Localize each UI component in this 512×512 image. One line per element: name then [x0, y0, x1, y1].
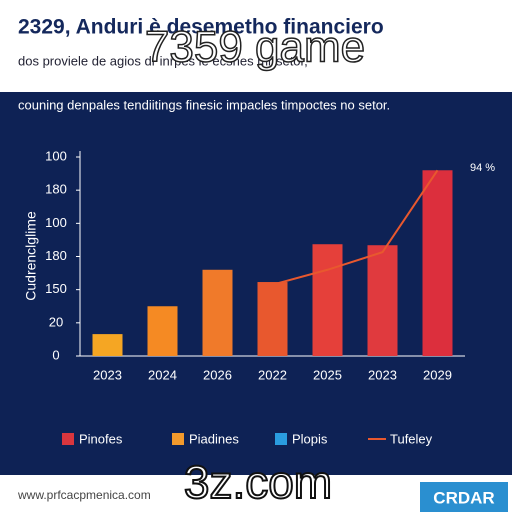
legend-label: Tufeley	[390, 431, 433, 446]
x-tick-label: 2022	[258, 367, 287, 382]
annotation: 94 %	[470, 162, 495, 174]
bar	[367, 245, 398, 356]
bar	[422, 170, 453, 356]
bar	[147, 306, 178, 356]
y-tick-label: 150	[45, 281, 67, 296]
x-tick-label: 2024	[148, 367, 177, 382]
y-tick-label: 20	[49, 314, 63, 329]
line	[272, 169, 439, 286]
bar	[92, 334, 123, 356]
x-tick-label: 2025	[313, 367, 342, 382]
x-tick-label: 2026	[203, 367, 232, 382]
legend-label: Pinofes	[79, 431, 123, 446]
y-tick-label: 180	[45, 182, 67, 197]
x-tick-label: 2023	[93, 367, 122, 382]
bar	[257, 282, 288, 356]
legend-swatch	[62, 433, 74, 445]
plot: 0 20 150 180 100 180 100 2023 2024 2026 2022 2025 20…	[45, 148, 465, 446]
watermark: 3z.com	[184, 456, 332, 508]
x-tick-label: 2029	[423, 367, 452, 382]
footer-url: www.prfcacpmenica.com	[17, 488, 151, 502]
y-tick-label: 180	[45, 248, 67, 263]
subtitle: dos proviele de agios dr inrpes le ecsne…	[18, 53, 308, 68]
legend-swatch	[172, 433, 184, 445]
y-axis-label: Cudrenclglime	[23, 211, 39, 301]
watermark: 7359 game	[145, 23, 365, 72]
chart-title: 2329, Anduri è desemetho financiero	[18, 16, 384, 39]
bar	[202, 269, 233, 356]
bar	[312, 244, 343, 356]
y-tick-label: 100	[45, 148, 67, 163]
legend-swatch	[275, 433, 287, 445]
legend-label: Plopis	[292, 431, 328, 446]
caption: couning denpales tendiitings finesic imp…	[18, 97, 390, 112]
badge-bg	[420, 482, 508, 512]
badge: CRDAR	[433, 488, 494, 507]
legend-label: Piadines	[189, 431, 239, 446]
x-tick-label: 2023	[368, 367, 397, 382]
y-tick-label: 0	[52, 347, 59, 362]
y-tick-label: 100	[45, 215, 67, 230]
